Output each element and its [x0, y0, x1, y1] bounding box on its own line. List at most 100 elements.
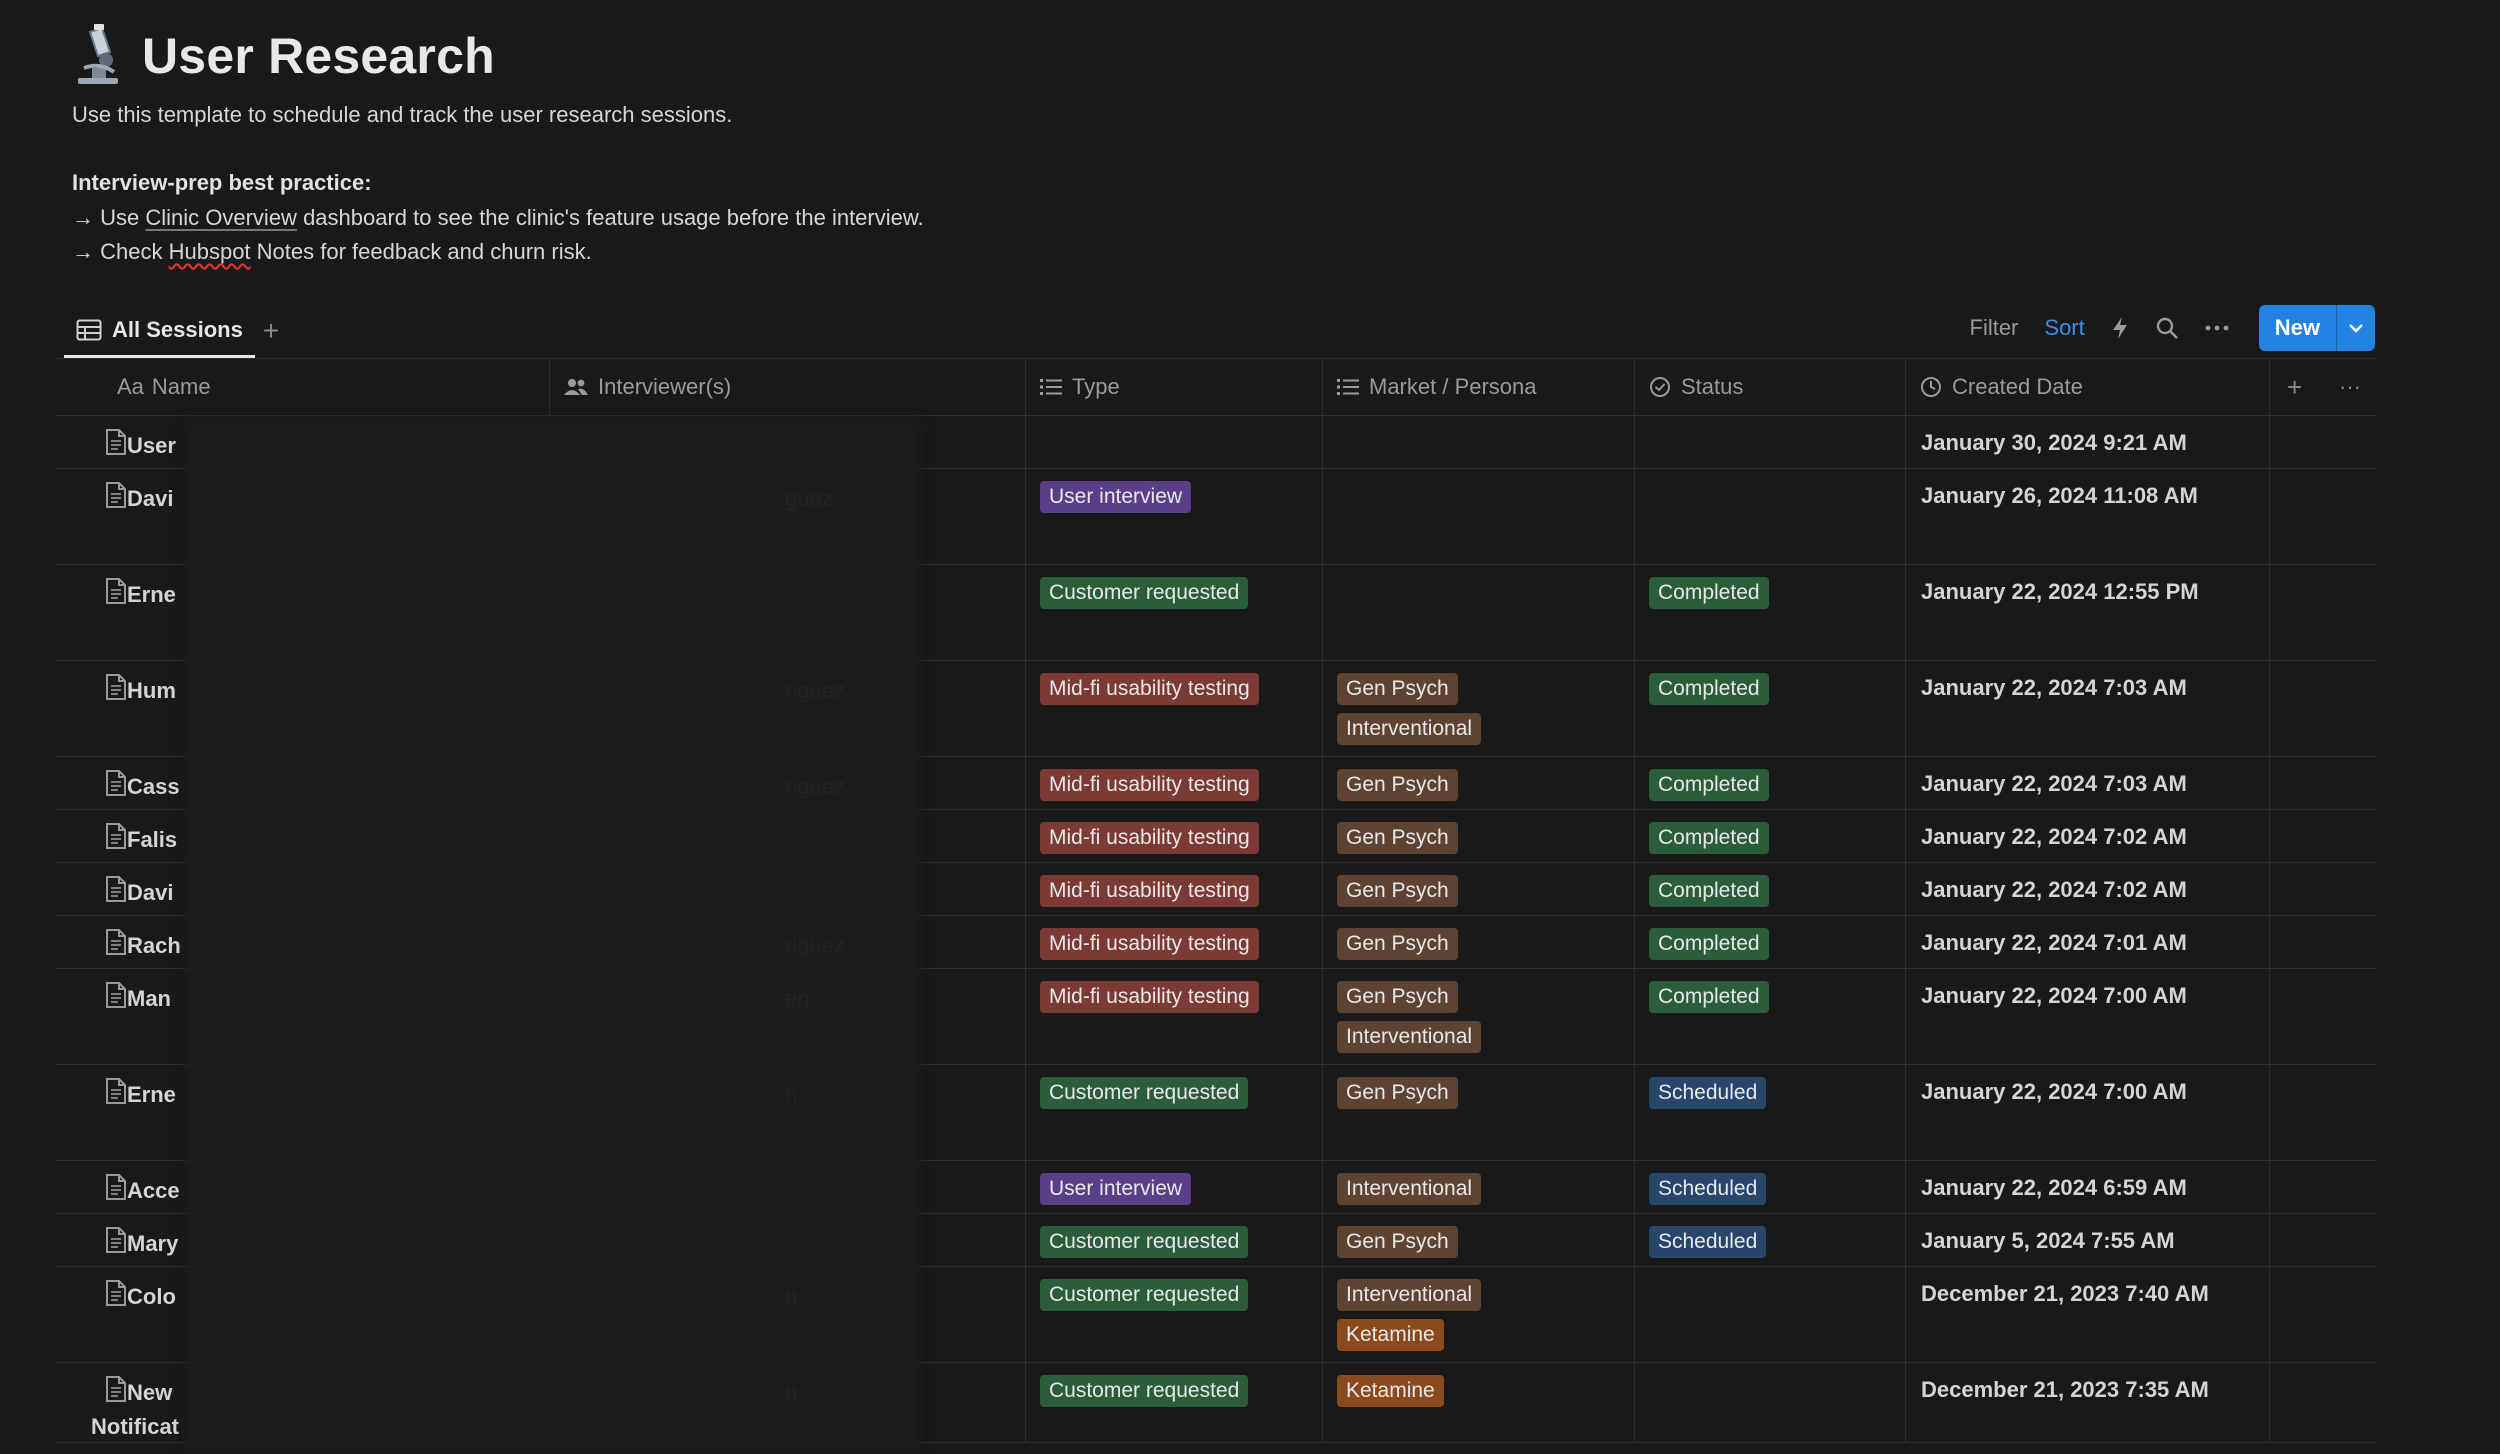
cell-name[interactable]: Hum: [55, 661, 550, 756]
cell-name[interactable]: Cass: [55, 757, 550, 809]
cell-market[interactable]: Interventional: [1323, 1161, 1635, 1213]
cell-name[interactable]: Acce: [55, 1161, 550, 1213]
cell-status[interactable]: Scheduled: [1635, 1161, 1906, 1213]
cell-created-date[interactable]: January 26, 2024 11:08 AM: [1906, 469, 2270, 564]
cell-market[interactable]: Interventional Ketamine: [1323, 1267, 1635, 1362]
cell-interviewers[interactable]: [550, 1161, 1026, 1213]
cell-market[interactable]: Gen Psych: [1323, 1214, 1635, 1266]
cell-type[interactable]: Customer requested: [1026, 1214, 1323, 1266]
cell-type[interactable]: [1026, 416, 1323, 468]
cell-name[interactable]: Mary: [55, 1214, 550, 1266]
clinic-overview-link[interactable]: Clinic Overview: [145, 205, 297, 230]
cell-name[interactable]: Falis: [55, 810, 550, 862]
column-header-type[interactable]: Type: [1026, 359, 1323, 415]
cell-name[interactable]: Erne: [55, 565, 550, 660]
cell-type[interactable]: Customer requested: [1026, 1267, 1323, 1362]
cell-status[interactable]: Completed: [1635, 969, 1906, 1064]
cell-type[interactable]: Mid-fi usability testing: [1026, 863, 1323, 915]
cell-status[interactable]: Completed: [1635, 810, 1906, 862]
cell-name[interactable]: Rach: [55, 916, 550, 968]
cell-status[interactable]: [1635, 469, 1906, 564]
cell-type[interactable]: Customer requested: [1026, 565, 1323, 660]
table-row[interactable]: User January 30, 2024 9:21 AM: [55, 416, 2377, 469]
cell-status[interactable]: [1635, 1267, 1906, 1362]
cell-created-date[interactable]: January 30, 2024 9:21 AM: [1906, 416, 2270, 468]
filter-button[interactable]: Filter: [1969, 315, 2019, 340]
cell-market[interactable]: Gen Psych: [1323, 810, 1635, 862]
column-options-button[interactable]: ···: [2339, 374, 2361, 399]
new-dropdown-button[interactable]: [2336, 305, 2375, 351]
cell-type[interactable]: User interview: [1026, 469, 1323, 564]
cell-type[interactable]: Mid-fi usability testing: [1026, 969, 1323, 1064]
cell-interviewers[interactable]: [550, 810, 1026, 862]
cell-type[interactable]: Mid-fi usability testing: [1026, 757, 1323, 809]
cell-market[interactable]: Gen Psych: [1323, 1065, 1635, 1160]
cell-market[interactable]: Gen Psych: [1323, 863, 1635, 915]
cell-created-date[interactable]: January 22, 2024 7:02 AM: [1906, 810, 2270, 862]
cell-name[interactable]: Erne: [55, 1065, 550, 1160]
cell-type[interactable]: Mid-fi usability testing: [1026, 810, 1323, 862]
cell-created-date[interactable]: December 21, 2023 7:40 AM: [1906, 1267, 2270, 1362]
cell-status[interactable]: Completed: [1635, 916, 1906, 968]
cell-created-date[interactable]: January 22, 2024 7:00 AM: [1906, 1065, 2270, 1160]
cell-created-date[interactable]: January 22, 2024 7:03 AM: [1906, 757, 2270, 809]
cell-market[interactable]: Ketamine: [1323, 1363, 1635, 1442]
new-button[interactable]: New: [2258, 305, 2336, 351]
cell-created-date[interactable]: January 5, 2024 7:55 AM: [1906, 1214, 2270, 1266]
cell-name[interactable]: Davi: [55, 469, 550, 564]
cell-market[interactable]: [1323, 416, 1635, 468]
table-row[interactable]: Acce User interview Interventional Schedule…: [55, 1161, 2377, 1214]
cell-created-date[interactable]: January 22, 2024 6:59 AM: [1906, 1161, 2270, 1213]
cell-type[interactable]: Customer requested: [1026, 1363, 1323, 1442]
tab-all-sessions[interactable]: All Sessions: [64, 304, 255, 358]
cell-status[interactable]: Completed: [1635, 661, 1906, 756]
add-column-button[interactable]: +: [2287, 371, 2303, 402]
cell-created-date[interactable]: January 22, 2024 7:03 AM: [1906, 661, 2270, 756]
table-row[interactable]: Mary Customer requested Gen Psych Scheduled…: [55, 1214, 2377, 1267]
cell-type[interactable]: Mid-fi usability testing: [1026, 661, 1323, 756]
cell-name[interactable]: New Notificat: [55, 1363, 550, 1442]
cell-interviewers[interactable]: [550, 416, 1026, 468]
cell-market[interactable]: Gen Psych: [1323, 916, 1635, 968]
table-row[interactable]: ColonCustomer requestedInterventionalKet…: [55, 1267, 2377, 1363]
column-header-created[interactable]: Created Date: [1906, 359, 2270, 415]
cell-status[interactable]: Scheduled: [1635, 1214, 1906, 1266]
cell-interviewers[interactable]: [550, 1214, 1026, 1266]
cell-status[interactable]: [1635, 416, 1906, 468]
cell-name[interactable]: Man: [55, 969, 550, 1064]
automation-button[interactable]: [2111, 316, 2129, 340]
column-header-interviewers[interactable]: Interviewer(s): [550, 359, 1026, 415]
cell-created-date[interactable]: January 22, 2024 7:01 AM: [1906, 916, 2270, 968]
cell-interviewers[interactable]: [550, 863, 1026, 915]
sort-button[interactable]: Sort: [2044, 315, 2085, 340]
table-row[interactable]: NewNotificatnCustomer requestedKetamineD…: [55, 1363, 2377, 1443]
cell-status[interactable]: [1635, 1363, 1906, 1442]
cell-name[interactable]: Davi: [55, 863, 550, 915]
cell-status[interactable]: Completed: [1635, 565, 1906, 660]
table-row[interactable]: Davi Mid-fi usability testing Gen Psych Com…: [55, 863, 2377, 916]
cell-market[interactable]: [1323, 565, 1635, 660]
cell-status[interactable]: Completed: [1635, 863, 1906, 915]
more-options-button[interactable]: [2205, 324, 2229, 332]
column-header-status[interactable]: Status: [1635, 359, 1906, 415]
table-row[interactable]: Falis Mid-fi usability testing Gen Psych Co…: [55, 810, 2377, 863]
add-view-button[interactable]: +: [262, 315, 280, 346]
column-header-name[interactable]: Aa Name: [55, 359, 550, 415]
cell-created-date[interactable]: January 22, 2024 7:00 AM: [1906, 969, 2270, 1064]
cell-type[interactable]: User interview: [1026, 1161, 1323, 1213]
cell-status[interactable]: Scheduled: [1635, 1065, 1906, 1160]
cell-interviewers[interactable]: [550, 565, 1026, 660]
cell-status[interactable]: Completed: [1635, 757, 1906, 809]
cell-name[interactable]: User: [55, 416, 550, 468]
cell-created-date[interactable]: January 22, 2024 12:55 PM: [1906, 565, 2270, 660]
cell-market[interactable]: Gen Psych: [1323, 757, 1635, 809]
search-button[interactable]: [2155, 316, 2179, 340]
cell-type[interactable]: Mid-fi usability testing: [1026, 916, 1323, 968]
column-header-market[interactable]: Market / Persona: [1323, 359, 1635, 415]
cell-type[interactable]: Customer requested: [1026, 1065, 1323, 1160]
cell-created-date[interactable]: December 21, 2023 7:35 AM: [1906, 1363, 2270, 1442]
